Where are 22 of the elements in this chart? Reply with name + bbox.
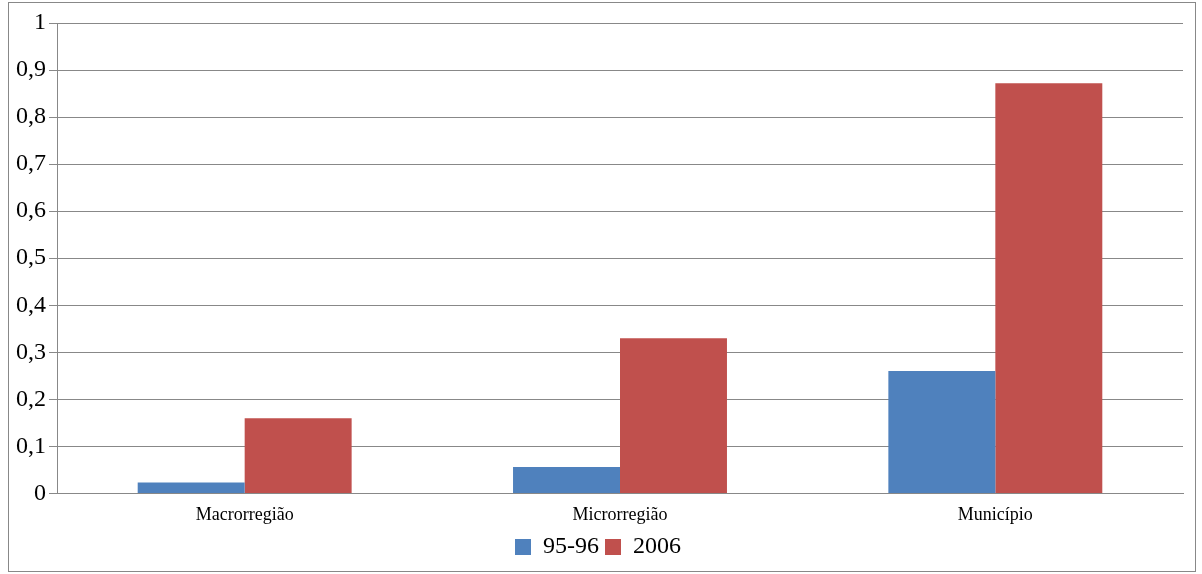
x-tick-label: Microrregião: [572, 503, 668, 524]
bar: [513, 467, 620, 493]
x-tick-label: Município: [957, 503, 1033, 524]
y-tick-label: 1: [34, 8, 46, 35]
y-tick-label: 0,9: [16, 55, 46, 82]
bar: [888, 371, 996, 493]
y-tick-label: 0,2: [16, 384, 46, 411]
x-tick-label: Macrorregião: [195, 503, 294, 524]
bar: [137, 482, 245, 493]
legend-label: 2006: [633, 532, 681, 559]
y-tick-label: 0,7: [16, 149, 46, 176]
bar: [244, 418, 352, 493]
y-tick-label: 0: [34, 478, 46, 505]
y-tick-label: 0,8: [16, 102, 46, 129]
y-tick-label: 0,6: [16, 196, 46, 223]
legend-label: 95-96: [543, 532, 599, 559]
bar: [620, 338, 727, 493]
bar: [995, 83, 1103, 493]
y-tick-label: 0,5: [16, 243, 46, 270]
y-tick-label: 0,4: [16, 290, 46, 317]
y-tick-label: 0,3: [16, 337, 46, 364]
y-tick-label: 0,1: [16, 431, 46, 458]
